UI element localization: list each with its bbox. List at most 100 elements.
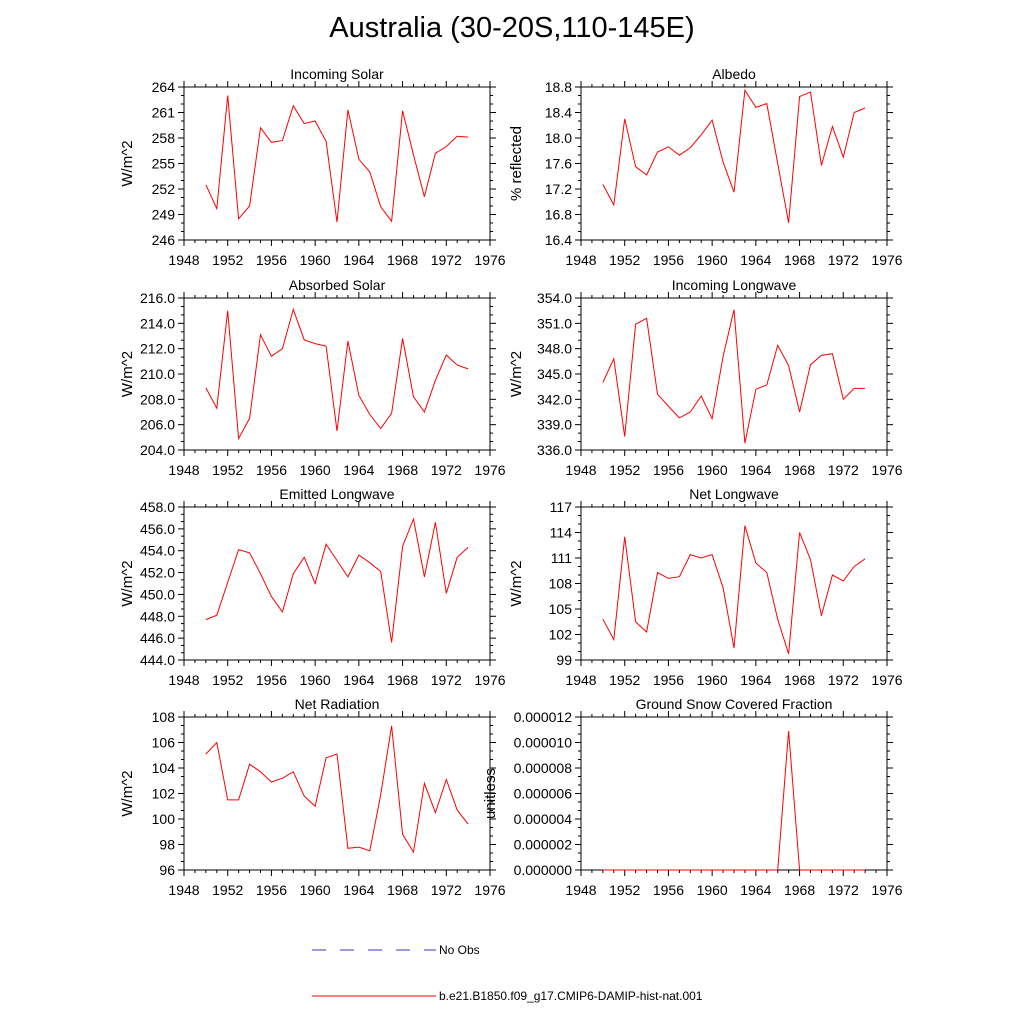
panel-2-title: Albedo: [712, 66, 756, 82]
panel-7-ytick-label: 102: [152, 786, 176, 802]
panel-1-ylabel: W/m^2: [119, 140, 136, 186]
panel-6-xtick-label: 1964: [740, 672, 771, 688]
panel-8-xtick-label: 1948: [565, 882, 596, 898]
panel-2-ytick-label: 18.0: [545, 130, 572, 146]
panel-8-xtick-label: 1956: [653, 882, 684, 898]
panel-5-xtick-label: 1972: [431, 672, 462, 688]
panel-4-xtick-label: 1976: [871, 462, 902, 478]
panel-2-xtick-label: 1964: [740, 252, 771, 268]
panel-8-ytick-label: 0.000006: [514, 786, 573, 802]
panel-1-ytick-label: 255: [152, 156, 176, 172]
panel-8-xtick-label: 1972: [828, 882, 859, 898]
panel-4-series-line: [602, 309, 866, 444]
panel-2-ytick-label: 18.8: [545, 79, 572, 95]
panel-7-ytick-label: 98: [159, 837, 175, 853]
panel-4-xtick-label: 1960: [697, 462, 728, 478]
panel-5-xtick-label: 1948: [168, 672, 199, 688]
panel-7-ylabel: W/m^2: [119, 770, 136, 816]
panel-6-ylabel: W/m^2: [508, 560, 525, 606]
panel-6-ytick-label: 114: [550, 525, 573, 541]
panel-4-ytick-label: 342.0: [537, 391, 572, 407]
panel-6-ytick-label: 108: [549, 576, 573, 592]
panel-8-xtick-label: 1964: [740, 882, 771, 898]
panel-4-title: Incoming Longwave: [672, 277, 797, 293]
panel-4-xtick-label: 1948: [565, 462, 596, 478]
panel-5-ytick-label: 452.0: [140, 565, 175, 581]
panel-2-ytick-label: 16.4: [545, 232, 572, 248]
panel-3-ytick-label: 212.0: [140, 341, 175, 357]
panel-1-title: Incoming Solar: [290, 66, 384, 82]
panel-8-plot-frame: [580, 716, 888, 871]
panel-6-xtick-label: 1976: [871, 672, 902, 688]
panel-1-xtick-label: 1972: [431, 252, 462, 268]
panel-5-xtick-label: 1964: [343, 672, 374, 688]
panel-7-ytick-label: 108: [152, 709, 176, 725]
panel-7-xtick-label: 1956: [256, 882, 287, 898]
panel-7-xtick-label: 1976: [474, 882, 505, 898]
panel-6-xtick-label: 1948: [565, 672, 596, 688]
panel-1-ytick-label: 258: [152, 130, 176, 146]
panel-7-xtick-label: 1968: [387, 882, 418, 898]
panel-7-ytick-label: 106: [152, 735, 176, 751]
panel-2-xtick-label: 1952: [609, 252, 640, 268]
panel-4-ytick-label: 348.0: [537, 341, 572, 357]
panel-1-series-line: [205, 95, 469, 223]
panel-8-title: Ground Snow Covered Fraction: [636, 696, 833, 712]
panel-5-ytick-label: 458.0: [140, 499, 175, 515]
panel-4-ytick-label: 354.0: [537, 290, 572, 306]
panel-3-ytick-label: 204.0: [140, 442, 175, 458]
panel-1-xtick-label: 1952: [212, 252, 243, 268]
panel-5-ytick-label: 446.0: [140, 630, 175, 646]
panel-7-xtick-label: 1972: [431, 882, 462, 898]
panel-4-xtick-label: 1964: [740, 462, 771, 478]
panel-4-ytick-label: 351.0: [537, 315, 572, 331]
panel-6-title: Net Longwave: [689, 486, 779, 502]
panel-6-ytick-label: 111: [551, 550, 572, 566]
panel-3-xtick-label: 1952: [212, 462, 243, 478]
panel-7-ytick-label: 100: [152, 811, 176, 827]
panel-3-xtick-label: 1972: [431, 462, 462, 478]
panel-7-title: Net Radiation: [295, 696, 380, 712]
panel-8-ylabel: unitless: [482, 768, 499, 819]
panel-7-xtick-label: 1952: [212, 882, 243, 898]
panel-5-xtick-label: 1976: [474, 672, 505, 688]
panel-4-ytick-label: 339.0: [537, 417, 572, 433]
panel-2-ytick-label: 16.8: [545, 207, 572, 223]
panel-6-ytick-label: 117: [550, 499, 573, 515]
panel-5-xtick-label: 1952: [212, 672, 243, 688]
panel-2-xtick-label: 1956: [653, 252, 684, 268]
panel-2-plot-frame: [580, 86, 888, 241]
panel-3-ytick-label: 214.0: [140, 315, 175, 331]
panel-3-ytick-label: 208.0: [140, 391, 175, 407]
panel-2-ytick-label: 17.6: [545, 156, 572, 172]
panel-5-title: Emitted Longwave: [279, 486, 394, 502]
panel-6-series-line: [602, 525, 866, 655]
panel-1-ytick-label: 261: [152, 105, 176, 121]
panel-6-xtick-label: 1972: [828, 672, 859, 688]
panel-7-xtick-label: 1948: [168, 882, 199, 898]
panel-5-ytick-label: 456.0: [140, 521, 175, 537]
panel-4-ylabel: W/m^2: [508, 351, 525, 397]
panel-7-xtick-label: 1964: [343, 882, 374, 898]
panel-5-xtick-label: 1956: [256, 672, 287, 688]
panel-2-series-line: [602, 88, 866, 223]
panel-1-xtick-label: 1960: [300, 252, 331, 268]
panel-1-ytick-label: 264: [152, 79, 176, 95]
panel-1-ytick-label: 249: [152, 207, 176, 223]
panel-7-xtick-label: 1960: [300, 882, 331, 898]
panel-4-xtick-label: 1968: [784, 462, 815, 478]
panel-1-xtick-label: 1948: [168, 252, 199, 268]
panel-5-ytick-label: 448.0: [140, 608, 175, 624]
panel-6-xtick-label: 1968: [784, 672, 815, 688]
panel-3-xtick-label: 1968: [387, 462, 418, 478]
panel-5-ytick-label: 450.0: [140, 586, 175, 602]
panel-5-plot-frame: [183, 506, 491, 661]
panel-3-series-line: [205, 307, 469, 441]
panel-4-xtick-label: 1956: [653, 462, 684, 478]
panel-8-series-line: [602, 730, 866, 871]
panel-1-xtick-label: 1968: [387, 252, 418, 268]
panel-8-xtick-label: 1976: [871, 882, 902, 898]
panel-7-plot-frame: [183, 716, 491, 871]
panel-1-ytick-label: 252: [152, 181, 176, 197]
